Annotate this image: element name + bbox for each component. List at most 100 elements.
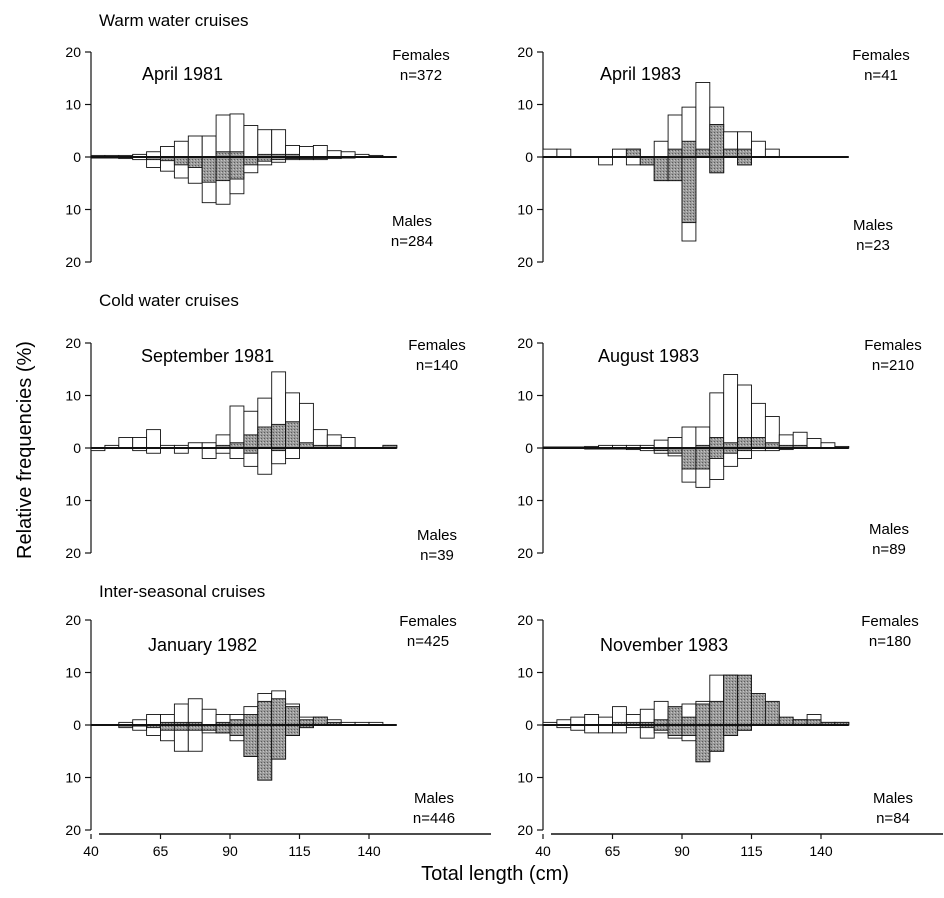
bar-female-total [612, 148, 627, 158]
bar-male-total [598, 156, 613, 166]
bar-female-total [542, 148, 558, 158]
bar-female-total [229, 405, 245, 449]
bar-male-total [229, 447, 245, 459]
bar-female-shaded [778, 716, 794, 726]
bar-female-shaded [737, 674, 752, 726]
females-count: n=425 [407, 633, 449, 650]
y-tick-label: 20 [517, 612, 533, 628]
females-count: n=210 [872, 357, 914, 374]
females-label: Females [392, 47, 450, 64]
bar-female-total [584, 714, 600, 726]
y-tick-label: 20 [65, 335, 81, 351]
females-label: Females [861, 613, 919, 630]
bar-female-shaded [285, 706, 300, 726]
males-count: n=284 [391, 233, 433, 250]
females-label: Females [408, 337, 466, 354]
y-tick-label: 20 [517, 44, 533, 60]
bar-female-shaded [737, 148, 752, 158]
y-tick-label: 20 [65, 822, 81, 838]
bar-female-total [681, 426, 697, 449]
bar-female-total [257, 129, 273, 158]
bar-female-total [695, 426, 711, 449]
bar-female-total [695, 81, 711, 158]
bar-male-shaded [187, 156, 203, 168]
bar-male-shaded [737, 156, 752, 166]
bar-male-shaded [681, 156, 697, 224]
bar-female-total [653, 439, 669, 449]
section-heading-cold: Cold water cruises [99, 291, 239, 310]
bar-female-total [299, 402, 314, 449]
bar-female-shaded [681, 140, 697, 158]
males-count: n=84 [876, 810, 910, 827]
panel-title: September 1981 [141, 346, 274, 366]
bar-male-shaded [709, 447, 725, 459]
bar-female-shaded [285, 421, 300, 449]
bar-male-shaded [173, 156, 189, 166]
bar-female-total [312, 144, 328, 158]
bar-female-total [146, 714, 161, 726]
bar-female-shaded [737, 437, 752, 449]
y-tick-label: 10 [517, 493, 533, 509]
bar-female-shaded [709, 437, 725, 449]
y-tick-label: 10 [517, 202, 533, 218]
bar-female-total [299, 146, 314, 158]
bar-male-shaded [271, 724, 287, 760]
bar-female-shaded [723, 674, 739, 726]
y-tick-label: 10 [65, 770, 81, 786]
y-tick-label: 20 [65, 612, 81, 628]
bar-female-total [556, 148, 572, 158]
bar-female-total [271, 129, 287, 158]
x-tick-label: 90 [222, 843, 238, 859]
section-heading-warm: Warm water cruises [99, 11, 249, 30]
bar-female-total [187, 135, 203, 158]
bar-female-shaded [695, 148, 711, 158]
bar-male-shaded [285, 724, 300, 736]
females-label: Females [399, 613, 457, 630]
y-tick-label: 10 [517, 770, 533, 786]
bar-male-shaded [709, 724, 725, 752]
bar-female-total [173, 140, 189, 158]
y-tick-label: 10 [65, 388, 81, 404]
y-tick-label: 20 [517, 254, 533, 270]
x-tick-label: 140 [357, 843, 381, 859]
panel-3: 20 10 0 10 20 August 1983 Females n=210 Males n=8… [517, 335, 921, 561]
bar-male-shaded [681, 724, 697, 736]
bar-male-shaded [653, 156, 669, 182]
bar-male-total [625, 156, 641, 166]
y-tick-label: 10 [517, 388, 533, 404]
males-count: n=89 [872, 541, 906, 558]
panel-title: August 1983 [598, 346, 699, 366]
bar-male-shaded [639, 156, 655, 166]
males-count: n=39 [420, 547, 454, 564]
bar-female-total [806, 438, 822, 449]
bar-female-shaded [271, 423, 287, 449]
bar-male-shaded [243, 156, 259, 166]
bar-female-shaded [667, 148, 683, 158]
x-tick-label: 115 [288, 843, 311, 859]
y-tick-label: 10 [65, 665, 81, 681]
x-tick-label: 65 [153, 843, 169, 859]
y-tick-label: 0 [525, 440, 533, 456]
panels: 20 10 0 10 20 April 1981 Females n=372 Males n=28… [65, 44, 943, 859]
bar-male-total [201, 447, 217, 459]
bar-male-shaded [667, 724, 683, 736]
bar-male-shaded [695, 724, 711, 763]
bar-female-total [570, 716, 586, 726]
y-tick-label: 10 [517, 665, 533, 681]
bar-female-total [340, 437, 356, 449]
females-count: n=372 [400, 67, 442, 84]
section-heading-inter: Inter-seasonal cruises [99, 582, 265, 601]
bar-female-shaded [751, 693, 766, 726]
bar-female-total [229, 113, 245, 158]
females-count: n=140 [416, 357, 458, 374]
bar-male-shaded [201, 156, 217, 183]
x-tick-label: 90 [674, 843, 690, 859]
x-tick-label: 40 [535, 843, 551, 859]
females-count: n=41 [864, 67, 898, 84]
males-label: Males [869, 521, 909, 538]
females-label: Females [864, 337, 922, 354]
y-tick-label: 10 [65, 97, 81, 113]
